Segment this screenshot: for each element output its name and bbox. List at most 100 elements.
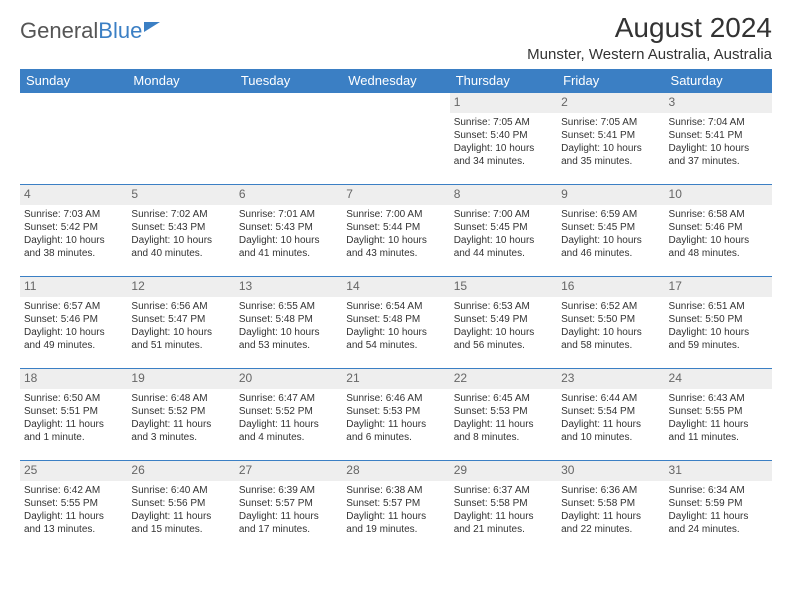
sunset-text: Sunset: 5:55 PM	[24, 497, 123, 510]
calendar-day-cell: 30Sunrise: 6:36 AMSunset: 5:58 PMDayligh…	[557, 461, 664, 553]
daylight-text: and 13 minutes.	[24, 523, 123, 536]
sunset-text: Sunset: 5:52 PM	[131, 405, 230, 418]
weekday-header: Wednesday	[342, 69, 449, 93]
calendar-day-cell: 11Sunrise: 6:57 AMSunset: 5:46 PMDayligh…	[20, 277, 127, 369]
day-number: 14	[342, 277, 449, 297]
daylight-text: and 58 minutes.	[561, 339, 660, 352]
sunset-text: Sunset: 5:50 PM	[669, 313, 768, 326]
sunrise-text: Sunrise: 6:55 AM	[239, 300, 338, 313]
daylight-text: and 4 minutes.	[239, 431, 338, 444]
calendar-day-cell: 25 Sunrise: 6:42 AMSunset: 5:55 PMDayligh…	[20, 461, 127, 553]
daylight-text: and 53 minutes.	[239, 339, 338, 352]
day-number: 3	[665, 93, 772, 113]
sunset-text: Sunset: 5:56 PM	[131, 497, 230, 510]
day-number: 2	[557, 93, 664, 113]
sunrise-text: Sunrise: 7:04 AM	[669, 116, 768, 129]
sunset-text: Sunset: 5:53 PM	[454, 405, 553, 418]
daylight-text: Daylight: 10 hours	[24, 234, 123, 247]
sunset-text: Sunset: 5:54 PM	[561, 405, 660, 418]
daylight-text: and 51 minutes.	[131, 339, 230, 352]
day-number: 29	[450, 461, 557, 481]
day-number: 12	[127, 277, 234, 297]
calendar-day-cell: 31Sunrise: 6:34 AMSunset: 5:59 PMDayligh…	[665, 461, 772, 553]
daylight-text: Daylight: 11 hours	[131, 510, 230, 523]
day-number: 19	[127, 369, 234, 389]
day-number: 4	[20, 185, 127, 205]
daylight-text: and 35 minutes.	[561, 155, 660, 168]
calendar-day-cell: 21Sunrise: 6:46 AMSunset: 5:53 PMDayligh…	[342, 369, 449, 461]
daylight-text: and 17 minutes.	[239, 523, 338, 536]
calendar-day-cell: 15Sunrise: 6:53 AMSunset: 5:49 PMDayligh…	[450, 277, 557, 369]
calendar-day-cell: 18Sunrise: 6:50 AMSunset: 5:51 PMDayligh…	[20, 369, 127, 461]
calendar-day-cell	[127, 93, 234, 185]
calendar-week-row: 25Sunrise: 6:42 AMSunset: 5:55 PMDayligh…	[20, 461, 772, 553]
sunrise-text: Sunrise: 6:36 AM	[561, 484, 660, 497]
sunrise-text: Sunrise: 7:02 AM	[131, 208, 230, 221]
daylight-text: Daylight: 10 hours	[239, 326, 338, 339]
title-block: August 2024 Munster, Western Australia, …	[527, 12, 772, 63]
daylight-text: Daylight: 11 hours	[346, 510, 445, 523]
calendar-day-cell: 24Sunrise: 6:43 AMSunset: 5:55 PMDayligh…	[665, 369, 772, 461]
calendar-day-cell: 19Sunrise: 6:48 AMSunset: 5:52 PMDayligh…	[127, 369, 234, 461]
day-number: 5	[127, 185, 234, 205]
day-number: 9	[557, 185, 664, 205]
daylight-text: and 48 minutes.	[669, 247, 768, 260]
day-number: 17	[665, 277, 772, 297]
sunrise-text: Sunrise: 6:50 AM	[24, 392, 123, 405]
calendar-day-cell: 17Sunrise: 6:51 AMSunset: 5:50 PMDayligh…	[665, 277, 772, 369]
daylight-text: Daylight: 11 hours	[24, 418, 123, 431]
weekday-header-row: Sunday Monday Tuesday Wednesday Thursday…	[20, 69, 772, 93]
day-number: 31	[665, 461, 772, 481]
day-number: 25	[20, 461, 127, 481]
calendar-day-cell: 13Sunrise: 6:55 AMSunset: 5:48 PMDayligh…	[235, 277, 342, 369]
day-number: 10	[665, 185, 772, 205]
daylight-text: and 3 minutes.	[131, 431, 230, 444]
daylight-text: and 8 minutes.	[454, 431, 553, 444]
calendar-day-cell	[235, 93, 342, 185]
day-number: 6	[235, 185, 342, 205]
sunset-text: Sunset: 5:52 PM	[239, 405, 338, 418]
sunrise-text: Sunrise: 6:54 AM	[346, 300, 445, 313]
day-number: 13	[235, 277, 342, 297]
sunset-text: Sunset: 5:42 PM	[24, 221, 123, 234]
daylight-text: and 38 minutes.	[24, 247, 123, 260]
daylight-text: and 49 minutes.	[24, 339, 123, 352]
daylight-text: and 34 minutes.	[454, 155, 553, 168]
daylight-text: and 1 minute.	[24, 431, 123, 444]
daylight-text: Daylight: 11 hours	[24, 510, 123, 523]
calendar-day-cell: 12Sunrise: 6:56 AMSunset: 5:47 PMDayligh…	[127, 277, 234, 369]
calendar-day-cell: 10Sunrise: 6:58 AMSunset: 5:46 PMDayligh…	[665, 185, 772, 277]
logo-text-1: General	[20, 18, 98, 44]
sunset-text: Sunset: 5:55 PM	[669, 405, 768, 418]
calendar-day-cell: 8Sunrise: 7:00 AMSunset: 5:45 PMDaylight…	[450, 185, 557, 277]
daylight-text: Daylight: 10 hours	[346, 234, 445, 247]
daylight-text: and 37 minutes.	[669, 155, 768, 168]
daylight-text: Daylight: 10 hours	[454, 142, 553, 155]
daylight-text: and 11 minutes.	[669, 431, 768, 444]
sunrise-text: Sunrise: 7:05 AM	[561, 116, 660, 129]
daylight-text: Daylight: 11 hours	[454, 418, 553, 431]
sunset-text: Sunset: 5:57 PM	[346, 497, 445, 510]
daylight-text: and 15 minutes.	[131, 523, 230, 536]
day-number: 20	[235, 369, 342, 389]
daylight-text: Daylight: 11 hours	[561, 418, 660, 431]
daylight-text: Daylight: 11 hours	[239, 418, 338, 431]
sunset-text: Sunset: 5:43 PM	[239, 221, 338, 234]
daylight-text: Daylight: 10 hours	[346, 326, 445, 339]
calendar-day-cell: 28Sunrise: 6:38 AMSunset: 5:57 PMDayligh…	[342, 461, 449, 553]
calendar-day-cell: 26Sunrise: 6:40 AMSunset: 5:56 PMDayligh…	[127, 461, 234, 553]
daylight-text: and 6 minutes.	[346, 431, 445, 444]
daylight-text: Daylight: 10 hours	[669, 142, 768, 155]
calendar-table: Sunday Monday Tuesday Wednesday Thursday…	[20, 69, 772, 553]
calendar-day-cell: 16Sunrise: 6:52 AMSunset: 5:50 PMDayligh…	[557, 277, 664, 369]
day-number: 8	[450, 185, 557, 205]
day-number: 15	[450, 277, 557, 297]
daylight-text: and 40 minutes.	[131, 247, 230, 260]
calendar-day-cell: 20Sunrise: 6:47 AMSunset: 5:52 PMDayligh…	[235, 369, 342, 461]
sunrise-text: Sunrise: 6:42 AM	[24, 484, 123, 497]
sunset-text: Sunset: 5:49 PM	[454, 313, 553, 326]
daylight-text: Daylight: 10 hours	[561, 142, 660, 155]
daylight-text: Daylight: 10 hours	[454, 234, 553, 247]
day-number: 23	[557, 369, 664, 389]
calendar-day-cell: 29Sunrise: 6:37 AMSunset: 5:58 PMDayligh…	[450, 461, 557, 553]
